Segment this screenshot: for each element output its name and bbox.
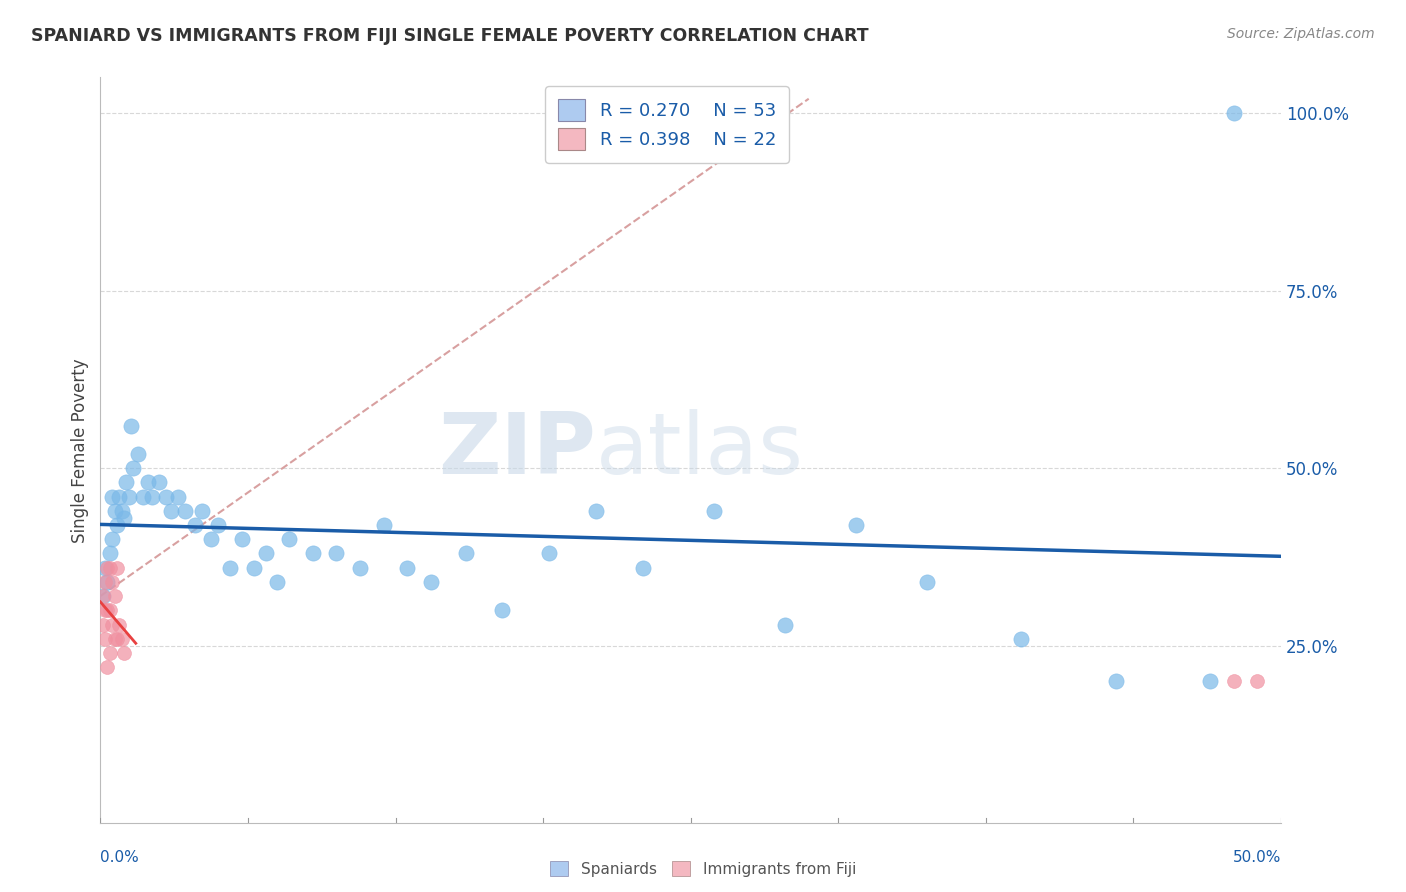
- Text: SPANIARD VS IMMIGRANTS FROM FIJI SINGLE FEMALE POVERTY CORRELATION CHART: SPANIARD VS IMMIGRANTS FROM FIJI SINGLE …: [31, 27, 869, 45]
- Point: [537, 546, 560, 560]
- Point: [115, 475, 138, 490]
- Point: [148, 475, 170, 490]
- Point: [120, 418, 142, 433]
- Point: [98, 646, 121, 660]
- Text: ZIP: ZIP: [439, 409, 596, 492]
- Point: [915, 574, 938, 589]
- Point: [491, 603, 513, 617]
- Point: [103, 589, 125, 603]
- Point: [105, 560, 128, 574]
- Point: [254, 546, 277, 560]
- Point: [127, 447, 149, 461]
- Point: [110, 504, 132, 518]
- Point: [167, 490, 190, 504]
- Point: [278, 533, 301, 547]
- Point: [96, 560, 118, 574]
- Point: [207, 518, 229, 533]
- Point: [231, 533, 253, 547]
- Point: [103, 632, 125, 646]
- Point: [91, 589, 114, 603]
- Point: [105, 518, 128, 533]
- Point: [101, 533, 124, 547]
- Legend: R = 0.270    N = 53, R = 0.398    N = 22: R = 0.270 N = 53, R = 0.398 N = 22: [546, 87, 789, 163]
- Point: [96, 574, 118, 589]
- Point: [349, 560, 371, 574]
- Point: [101, 574, 124, 589]
- Point: [373, 518, 395, 533]
- Point: [633, 560, 655, 574]
- Point: [1222, 106, 1244, 120]
- Point: [585, 504, 607, 518]
- Point: [112, 646, 135, 660]
- Point: [845, 518, 868, 533]
- Point: [1222, 674, 1244, 689]
- Point: [112, 511, 135, 525]
- Point: [94, 632, 117, 646]
- Point: [91, 617, 114, 632]
- Point: [266, 574, 288, 589]
- Point: [155, 490, 177, 504]
- Point: [105, 632, 128, 646]
- Point: [243, 560, 266, 574]
- Point: [396, 560, 419, 574]
- Point: [191, 504, 214, 518]
- Point: [200, 533, 222, 547]
- Point: [184, 518, 207, 533]
- Text: 0.0%: 0.0%: [100, 850, 139, 865]
- Point: [108, 490, 131, 504]
- Point: [1246, 674, 1268, 689]
- Point: [98, 546, 121, 560]
- Point: [1010, 632, 1032, 646]
- Point: [103, 504, 125, 518]
- Point: [122, 461, 145, 475]
- Point: [118, 490, 141, 504]
- Point: [96, 660, 118, 674]
- Point: [98, 560, 121, 574]
- Point: [136, 475, 159, 490]
- Text: atlas: atlas: [596, 409, 804, 492]
- Point: [108, 617, 131, 632]
- Point: [110, 632, 132, 646]
- Point: [91, 589, 114, 603]
- Point: [98, 603, 121, 617]
- Point: [325, 546, 347, 560]
- Point: [141, 490, 163, 504]
- Point: [1105, 674, 1128, 689]
- Point: [94, 574, 117, 589]
- Text: Source: ZipAtlas.com: Source: ZipAtlas.com: [1227, 27, 1375, 41]
- Point: [703, 504, 725, 518]
- Point: [302, 546, 325, 560]
- Point: [94, 603, 117, 617]
- Legend: Spaniards, Immigrants from Fiji: Spaniards, Immigrants from Fiji: [543, 853, 863, 884]
- Point: [219, 560, 242, 574]
- Text: 50.0%: 50.0%: [1233, 850, 1281, 865]
- Point: [96, 603, 118, 617]
- Point: [174, 504, 197, 518]
- Point: [1199, 674, 1222, 689]
- Point: [132, 490, 155, 504]
- Point: [773, 617, 796, 632]
- Point: [456, 546, 478, 560]
- Point: [101, 490, 124, 504]
- Point: [419, 574, 441, 589]
- Point: [160, 504, 183, 518]
- Y-axis label: Single Female Poverty: Single Female Poverty: [72, 359, 89, 542]
- Point: [94, 560, 117, 574]
- Point: [101, 617, 124, 632]
